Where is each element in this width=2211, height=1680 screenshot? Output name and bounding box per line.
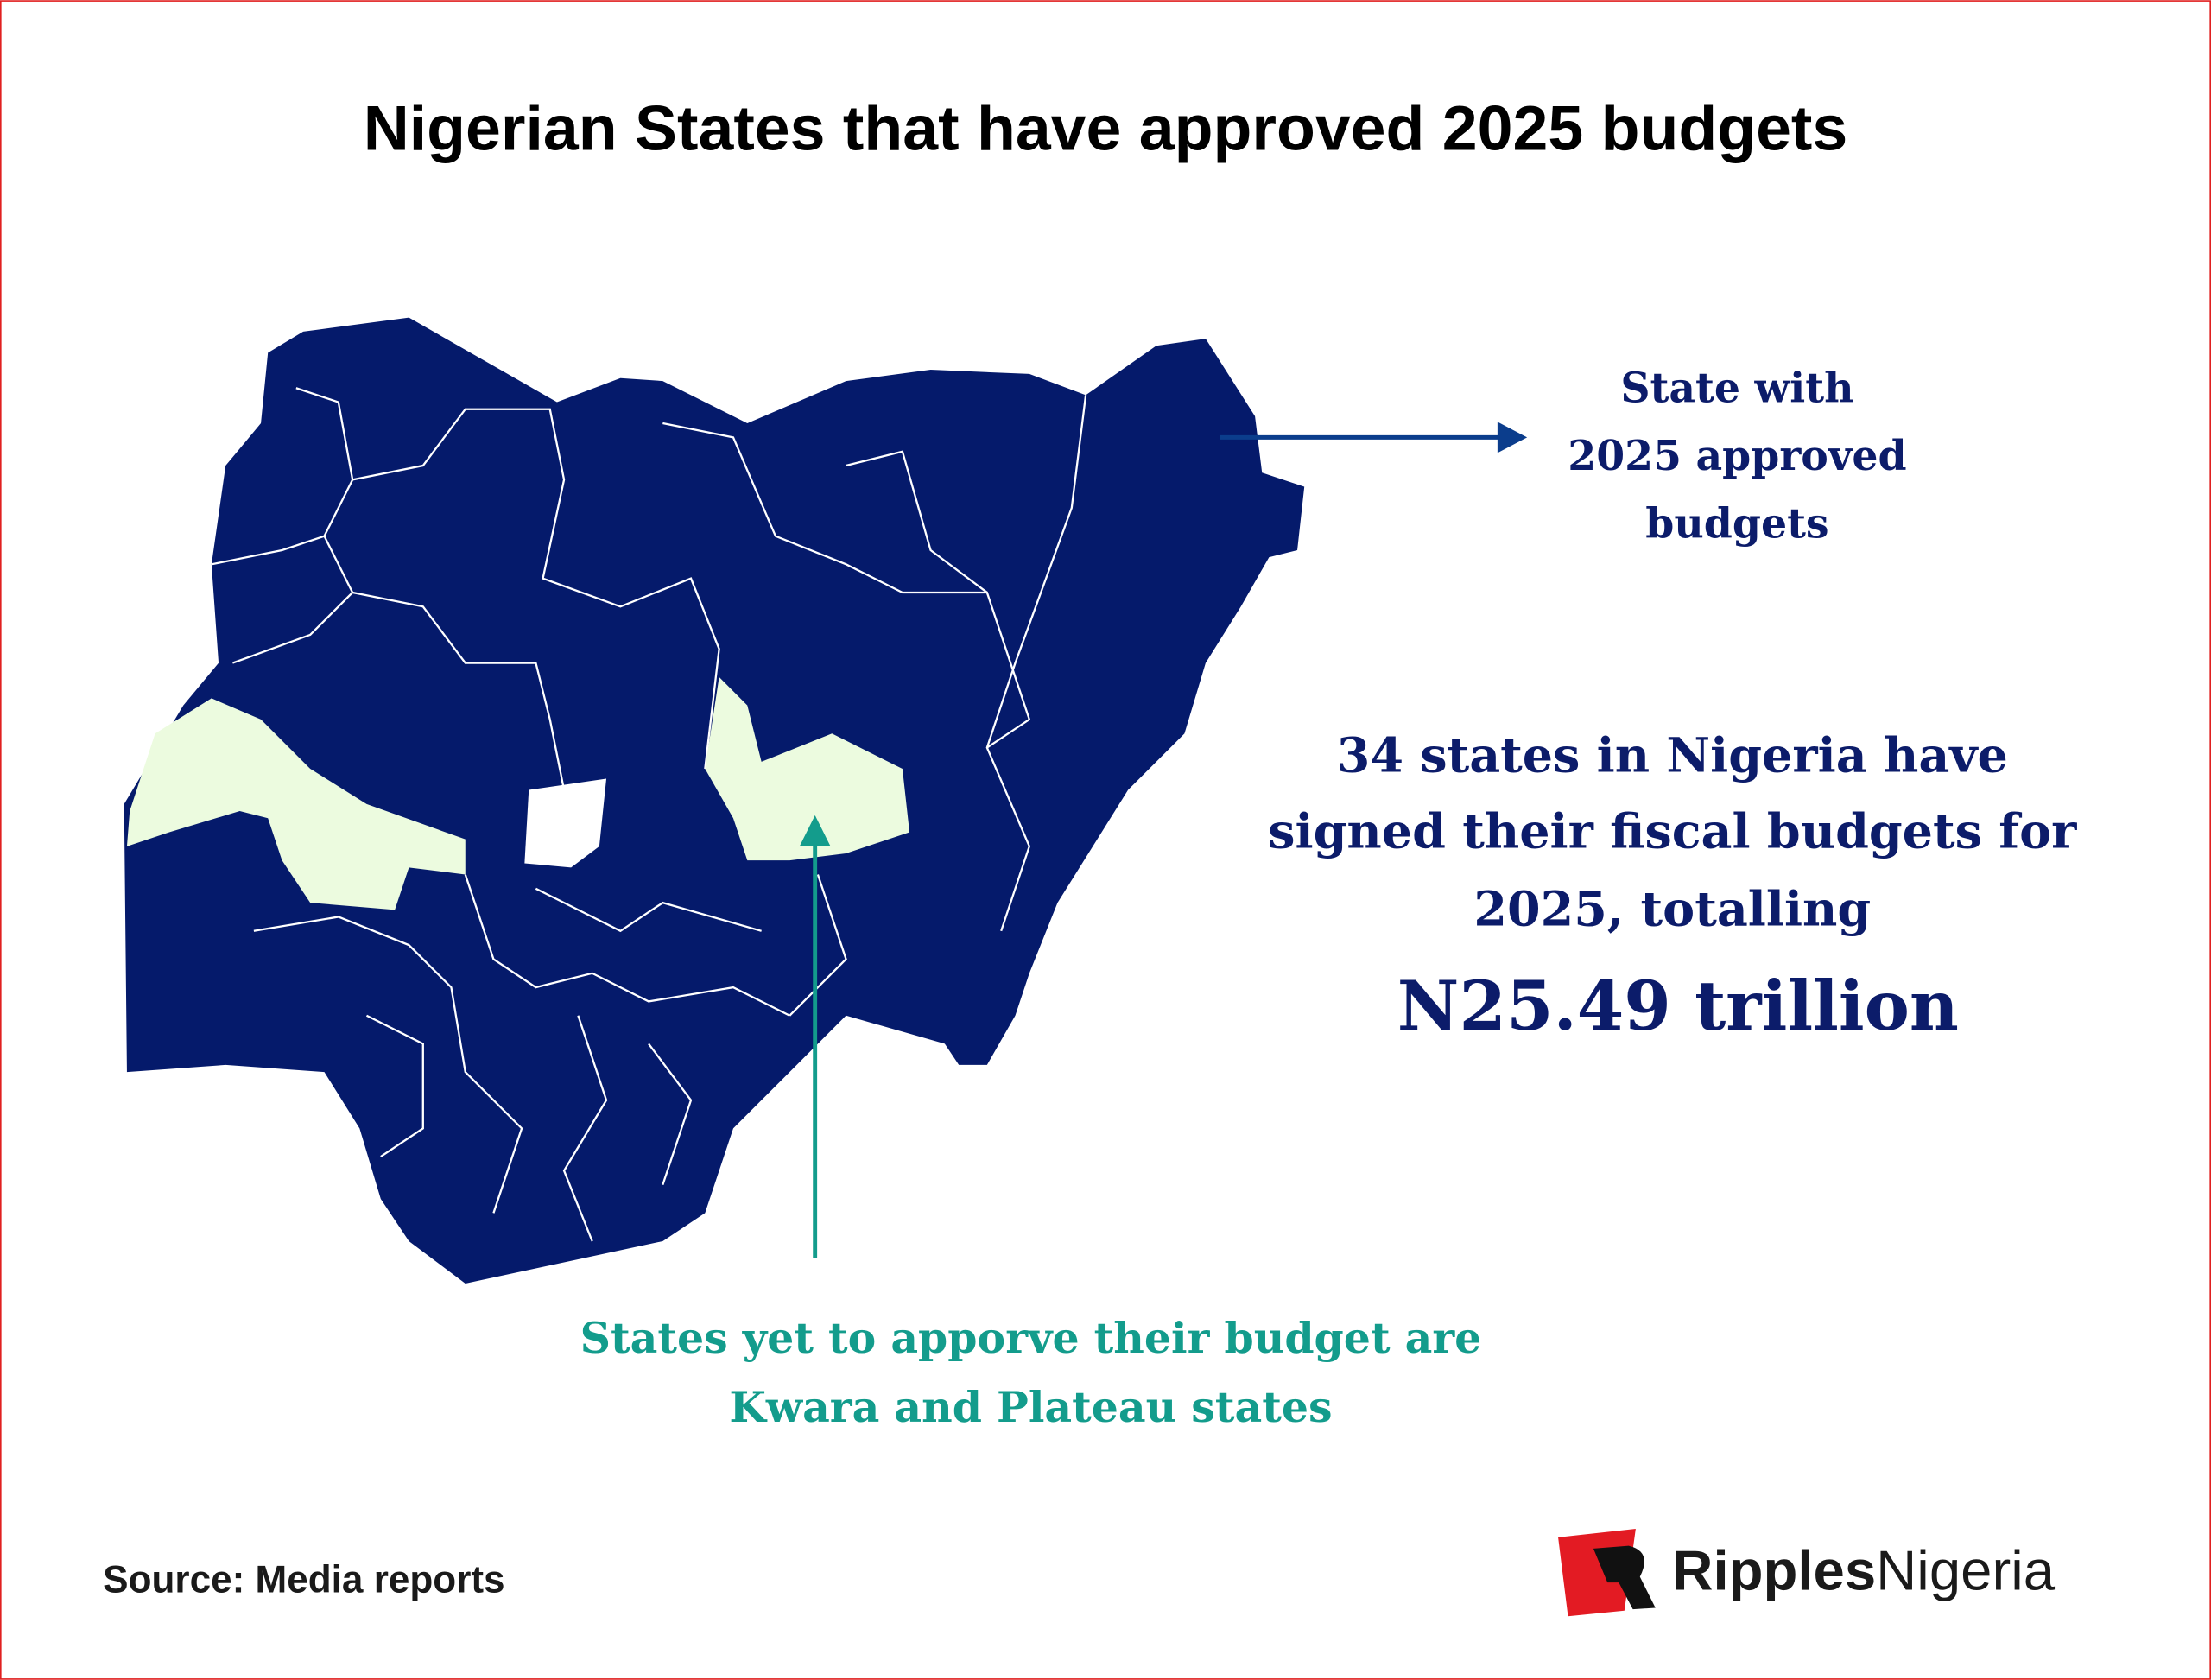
logo-regular: Nigeria	[1876, 1538, 2056, 1601]
title: Nigerian States that have approved 2025 …	[364, 92, 1848, 163]
nigeria-map	[124, 317, 1305, 1284]
summary-line: signed their fiscal budgets for	[1268, 803, 2077, 859]
plateau-state	[705, 676, 910, 861]
note-arrow	[799, 815, 831, 1258]
legend-line: budgets	[1645, 500, 1828, 548]
legend-line: State with	[1620, 365, 1853, 413]
logo-text: RipplesNigeria	[1672, 1538, 2055, 1601]
summary-amount: N25.49 trillion	[1397, 967, 1959, 1046]
legend-line: 2025 approved	[1568, 433, 1906, 480]
summary-line: 2025, totalling	[1473, 881, 1871, 937]
legend-arrow	[1220, 422, 1528, 453]
note-line: States yet to apporve their budget are	[580, 1313, 1482, 1363]
kwara-state	[126, 698, 466, 910]
fct	[524, 778, 607, 868]
note-line: Kwara and Plateau states	[729, 1382, 1332, 1432]
source: Source: Media reports	[103, 1559, 504, 1601]
summary-line: 34 states in Nigeria have	[1337, 727, 2008, 783]
logo: RipplesNigeria	[1558, 1529, 2056, 1617]
logo-bold: Ripples	[1672, 1538, 1876, 1601]
